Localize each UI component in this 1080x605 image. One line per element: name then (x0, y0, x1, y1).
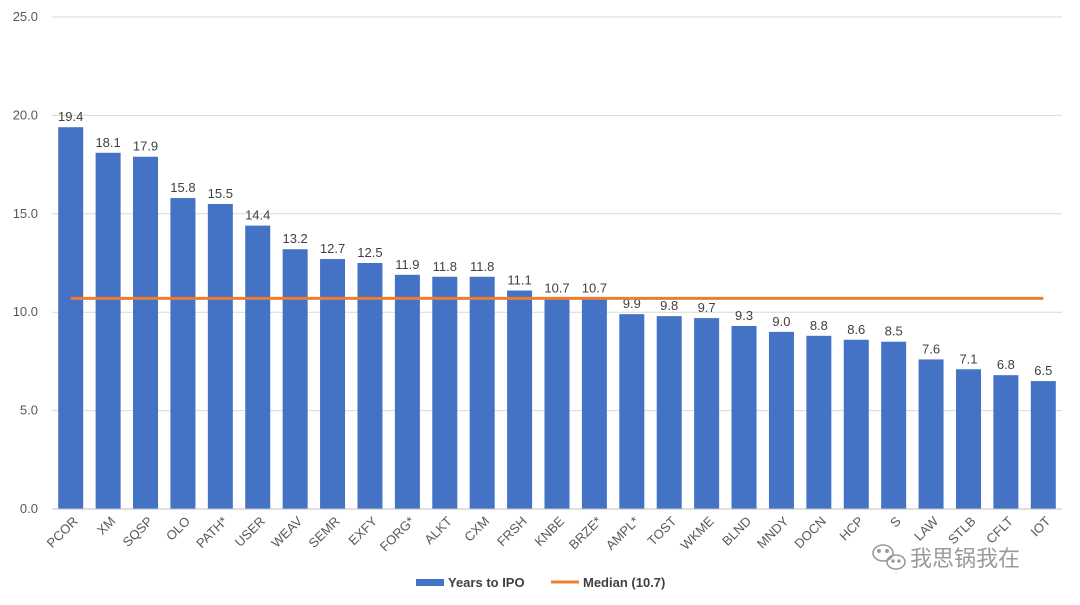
legend-swatch-median (551, 580, 579, 584)
x-tick-label: DOCN (791, 514, 829, 552)
x-tick-label: TOST (644, 513, 679, 548)
data-label: 7.1 (959, 351, 977, 366)
x-tick-label: FORG* (377, 514, 418, 555)
x-tick-label: FRSH (494, 514, 530, 550)
data-label: 8.6 (847, 322, 865, 337)
data-label: 15.8 (170, 180, 195, 195)
y-tick-label: 20.0 (13, 107, 38, 122)
bar (918, 359, 944, 509)
bars (58, 127, 1056, 510)
bar (394, 274, 420, 509)
x-tick-label: ALKT (421, 513, 455, 547)
bar (993, 375, 1019, 509)
x-tick-label: WKME (678, 513, 717, 552)
wechat-icon (872, 544, 906, 570)
x-tick-label: AMPL* (603, 514, 642, 553)
x-tick-label: LAW (911, 513, 942, 544)
data-labels: 19.4 18.1 17.9 15.8 15.5 14.4 13.2 12.7 12.5 11.9… (58, 109, 1052, 378)
data-label: 7.6 (922, 341, 940, 356)
bar (357, 263, 383, 509)
bar (843, 339, 869, 509)
bar (694, 318, 720, 509)
data-label: 15.5 (208, 186, 233, 201)
legend-label-bars: Years to IPO (448, 575, 525, 590)
x-tick-label: OLO (163, 514, 193, 544)
legend: Years to IPO Median (10.7) (416, 575, 665, 590)
bar (1030, 381, 1056, 509)
bar (507, 290, 533, 509)
data-label: 19.4 (58, 109, 83, 124)
bar (806, 335, 832, 509)
watermark-text: 我思锅我在 (910, 547, 1020, 572)
x-tick-label: SEMR (306, 514, 343, 551)
data-label: 8.5 (885, 324, 903, 339)
x-tick-label: WEAV (268, 513, 305, 550)
data-label: 10.7 (544, 280, 569, 295)
x-tick-label: SQSP (119, 514, 155, 550)
data-label: 9.0 (772, 314, 790, 329)
x-tick-label: XM (94, 514, 118, 538)
bar (619, 314, 645, 509)
x-tick-label: S (887, 513, 904, 530)
bar (58, 127, 84, 509)
data-label: 6.8 (997, 357, 1015, 372)
bar (768, 331, 794, 509)
x-tick-label: PATH* (193, 514, 230, 551)
data-label: 11.8 (470, 259, 494, 274)
data-label: 17.9 (133, 139, 158, 154)
bar (469, 276, 495, 509)
data-label: 12.5 (357, 245, 382, 260)
bar (432, 276, 458, 509)
data-label: 18.1 (95, 135, 120, 150)
x-tick-label: CXM (461, 514, 492, 545)
bar (544, 298, 570, 509)
x-tick-label: EXFY (345, 513, 380, 548)
x-tick-label: HCP (836, 514, 866, 544)
data-label: 9.8 (660, 298, 678, 313)
bar (731, 325, 757, 509)
legend-swatch-bars (416, 579, 444, 586)
y-tick-label: 10.0 (13, 304, 38, 319)
x-tick-label: CFLT (983, 513, 1016, 546)
bar (320, 259, 346, 509)
x-tick-label: STLB (945, 514, 979, 548)
watermark: 我思锅我在 (872, 544, 1020, 572)
data-label: 6.5 (1034, 363, 1052, 378)
bar (207, 203, 233, 509)
bar (581, 298, 607, 509)
data-label: 8.8 (810, 318, 828, 333)
y-tick-label: 5.0 (20, 403, 38, 418)
data-label: 9.7 (698, 300, 716, 315)
x-tick-label: MNDY (754, 513, 792, 551)
bar (282, 249, 308, 509)
data-label: 10.7 (582, 280, 607, 295)
bar (95, 152, 121, 510)
data-label: 11.8 (433, 259, 457, 274)
y-tick-label: 15.0 (13, 206, 38, 221)
data-label: 14.4 (245, 208, 270, 223)
x-tick-label: BLND (719, 514, 754, 549)
data-label: 12.7 (320, 241, 345, 256)
y-axis: 0.0 5.0 10.0 15.0 20.0 25.0 (13, 9, 38, 516)
x-tick-label: BRZE* (566, 514, 605, 553)
bar (881, 341, 907, 509)
data-label: 11.1 (507, 273, 531, 288)
bar (133, 156, 159, 509)
x-tick-label: PCOR (44, 514, 81, 551)
x-tick-label: USER (232, 514, 268, 550)
y-tick-label: 25.0 (13, 9, 38, 24)
bar (955, 369, 981, 509)
y-tick-label: 0.0 (20, 501, 38, 516)
bar (245, 225, 271, 509)
legend-label-median: Median (10.7) (583, 575, 665, 590)
x-tick-label: IOT (1027, 513, 1053, 539)
data-label: 13.2 (282, 231, 307, 246)
x-tick-label: KNBE (531, 513, 567, 549)
data-label: 9.3 (735, 308, 753, 323)
bar (656, 316, 682, 509)
data-label: 11.9 (395, 257, 419, 272)
bar (170, 198, 196, 509)
